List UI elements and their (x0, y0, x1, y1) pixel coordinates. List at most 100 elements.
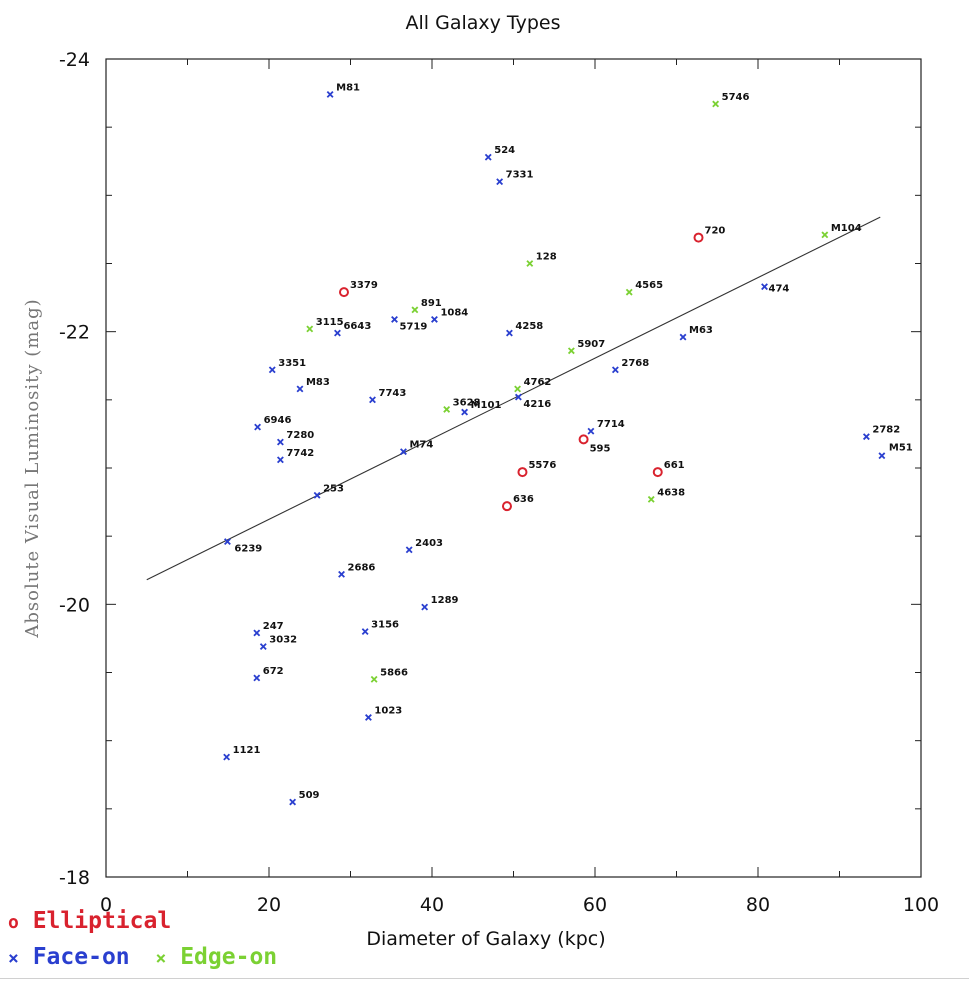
point-label: 5866 (380, 667, 408, 678)
face-on-point (431, 315, 438, 323)
face-on-point (259, 643, 267, 651)
point-label: 2686 (348, 562, 376, 573)
face-on-point (313, 491, 321, 499)
y-tick-label: -18 (59, 867, 90, 889)
x-tick-label: 40 (420, 894, 444, 916)
face-on-point (484, 153, 492, 161)
face-on-point (276, 438, 284, 446)
x-axis-label: Diameter of Galaxy (kpc) (366, 928, 605, 950)
point-label: 7742 (286, 448, 314, 459)
cross-stroke (400, 448, 407, 456)
face-on-point (253, 629, 261, 637)
face-on-point (761, 283, 768, 291)
face-on-point (253, 674, 261, 682)
cross-stroke (369, 396, 376, 404)
point-label: 2782 (872, 425, 900, 436)
cross-icon: × (155, 948, 167, 969)
face-on-point (296, 385, 304, 393)
point-label: 7280 (286, 430, 314, 441)
face-on-point (268, 366, 276, 374)
point-label: 4638 (657, 487, 685, 498)
cross-stroke (276, 438, 284, 446)
cross-stroke (611, 366, 619, 374)
edge-on-point (647, 495, 655, 503)
cross-stroke (878, 452, 886, 460)
cross-stroke (223, 538, 231, 546)
face-on-point (276, 456, 284, 464)
point-label: 3628 (453, 397, 481, 408)
x-tick-label: 100 (903, 894, 939, 916)
legend-elliptical: o Elliptical (8, 908, 171, 934)
point-label: 524 (494, 145, 515, 156)
edge-on-point (567, 347, 575, 355)
point-label: 4216 (523, 399, 551, 410)
face-on-point (862, 433, 870, 441)
cross-stroke (821, 231, 829, 239)
edge-on-point (625, 288, 633, 296)
point-label: 2768 (621, 358, 649, 369)
point-label: M74 (409, 440, 433, 451)
legend-elliptical-label: Elliptical (32, 908, 172, 934)
trend-line (146, 216, 881, 581)
cross-stroke (223, 753, 231, 761)
cross-stroke (443, 405, 451, 413)
cross-stroke (313, 491, 321, 499)
face-on-point (679, 333, 687, 341)
point-label: 1289 (431, 595, 459, 606)
face-on-point (878, 452, 886, 460)
cross-stroke (514, 385, 522, 393)
point-label: 474 (769, 284, 790, 295)
point-label: M104 (831, 223, 862, 234)
face-on-point (391, 315, 398, 323)
cross-icon: × (8, 948, 19, 969)
point-label: 2403 (415, 538, 443, 549)
point-label: 5719 (400, 321, 428, 332)
point-label: 7714 (597, 419, 625, 430)
edge-on-point (370, 675, 378, 683)
face-on-point (421, 603, 429, 611)
x-tick-label: 20 (257, 894, 281, 916)
point-label: 3032 (269, 635, 297, 646)
data-points: 3379 720 595 5576 636 661 M81 524 7331 474 5719 108… (223, 82, 913, 806)
point-label: 5746 (722, 92, 750, 103)
cross-stroke (712, 100, 720, 108)
legend-face-on-label: Face-on (32, 944, 130, 970)
point-label: 595 (590, 443, 611, 454)
cross-stroke (461, 408, 469, 416)
point-label: 253 (323, 483, 344, 494)
face-on-point (326, 91, 334, 98)
cross-stroke (334, 329, 341, 337)
face-on-point (223, 753, 231, 761)
cross-stroke (370, 675, 378, 683)
cross-stroke (496, 178, 504, 186)
cross-stroke (268, 366, 276, 374)
cross-stroke (253, 674, 261, 682)
point-label: 7743 (379, 388, 407, 399)
face-on-point (334, 329, 341, 337)
legend-edge-on-label: Edge-on (180, 944, 278, 970)
elliptical-point (693, 232, 704, 243)
face-on-point (461, 408, 469, 416)
point-label: 1121 (233, 745, 261, 756)
circle-icon: o (8, 912, 19, 933)
y-tick-label: -24 (59, 49, 90, 71)
point-label: 247 (263, 621, 284, 632)
y-axis-label: Absolute Visual Luminosity (mag) (22, 298, 43, 638)
point-label: M81 (336, 82, 360, 93)
cross-stroke (625, 288, 633, 296)
edge-on-point (821, 231, 829, 239)
point-label: 4762 (524, 377, 552, 388)
cross-stroke (296, 385, 304, 393)
edge-on-point (514, 385, 522, 393)
point-label: 6643 (343, 321, 371, 332)
point-label: 6239 (234, 544, 262, 555)
face-on-point (361, 628, 369, 636)
x-tick-label: 0 (100, 894, 112, 916)
point-label: 3351 (278, 358, 306, 369)
face-on-point (611, 366, 619, 374)
edge-on-point (411, 306, 419, 314)
face-on-point (254, 423, 262, 431)
point-label: 720 (705, 226, 726, 237)
elliptical-point (338, 287, 349, 298)
